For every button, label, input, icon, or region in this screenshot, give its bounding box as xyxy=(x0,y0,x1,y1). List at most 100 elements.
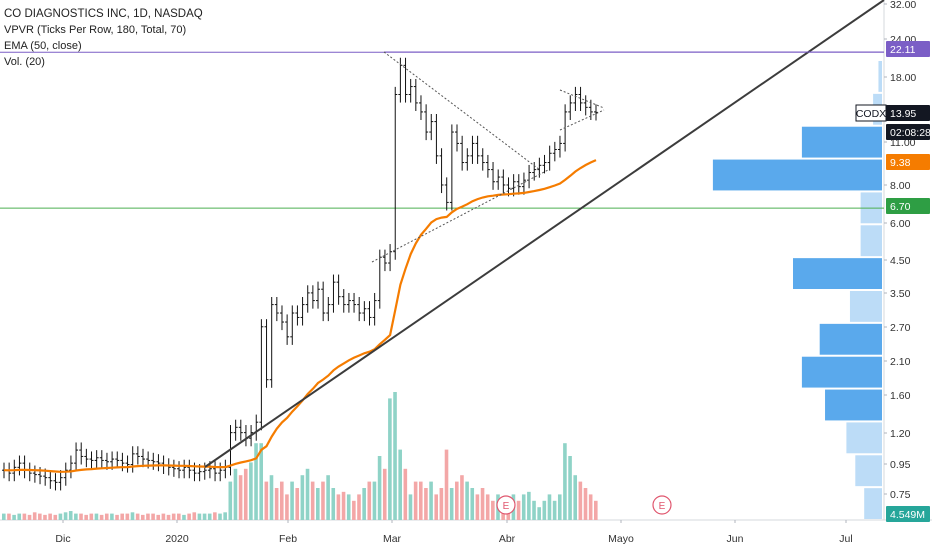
triangle-line xyxy=(559,89,605,109)
volume-bar xyxy=(362,488,366,520)
y-tick-label: 2.10 xyxy=(890,356,911,368)
volume-bar xyxy=(573,475,578,520)
volume-bar xyxy=(563,443,567,520)
volume-profile-bar xyxy=(819,323,882,355)
earnings-marker xyxy=(652,495,672,515)
volume-bar xyxy=(594,500,598,520)
price-label: 02:08:28 xyxy=(890,127,931,139)
earnings-marker xyxy=(496,495,516,515)
x-tick-label: Abr xyxy=(499,533,516,545)
volume-bar xyxy=(17,513,22,520)
legend-ema[interactable]: EMA (50, close) xyxy=(4,40,82,52)
volume-bar xyxy=(413,481,418,520)
volume-bar xyxy=(27,514,32,520)
volume-bar xyxy=(295,488,300,520)
legend-vol[interactable]: Vol. (20) xyxy=(4,56,45,68)
volume-bar xyxy=(393,392,397,520)
volume-bar xyxy=(269,475,274,520)
volume-bar xyxy=(583,488,588,520)
x-tick-label: Mar xyxy=(383,533,402,545)
volume-bar xyxy=(233,468,238,520)
y-tick-label: 0.95 xyxy=(890,459,911,471)
x-tick-label: Feb xyxy=(279,533,297,545)
volume-bar xyxy=(94,513,99,520)
price-label: 4.549M xyxy=(890,509,925,521)
volume-bar xyxy=(104,513,109,520)
volume-bar xyxy=(84,514,88,520)
price-label-box xyxy=(886,41,930,57)
price-label-box xyxy=(886,124,930,140)
volume-bar xyxy=(43,514,47,520)
volume-bar xyxy=(537,507,541,520)
y-tick-label: 1.20 xyxy=(890,428,911,440)
volume-bar xyxy=(532,500,536,520)
price-label: 6.70 xyxy=(890,201,911,213)
volume-bar xyxy=(557,494,562,520)
volume-bar xyxy=(12,514,16,520)
volume-bar xyxy=(192,512,197,520)
y-tick-label: 0.75 xyxy=(890,489,911,501)
volume-bar xyxy=(444,449,449,520)
dotted-trendline xyxy=(371,169,549,263)
volume-bar xyxy=(279,481,284,520)
volume-bar xyxy=(465,481,469,520)
volume-bar xyxy=(161,513,166,520)
volume-bar xyxy=(197,513,202,520)
volume-bar xyxy=(285,494,289,520)
volume-bar xyxy=(418,481,423,520)
symbol-label: CODX xyxy=(856,108,886,120)
volume-profile-bar xyxy=(801,126,882,158)
volume-bar xyxy=(547,494,552,520)
volume-profile-bar xyxy=(878,61,882,92)
x-tick-label: Jul xyxy=(839,533,852,545)
volume-bar xyxy=(527,491,531,520)
volume-bar xyxy=(336,494,341,520)
volume-bar xyxy=(300,475,305,520)
volume-profile-bar xyxy=(864,488,882,519)
volume-bar xyxy=(274,488,279,520)
x-tick-label: 2020 xyxy=(165,533,189,545)
earnings-marker-label: E xyxy=(659,501,666,512)
y-tick-label: 4.50 xyxy=(890,255,911,267)
legend-title: CO DIAGNOSTICS INC, 1D, NASDAQ xyxy=(4,8,203,20)
volume-bar xyxy=(542,500,547,520)
volume-bar xyxy=(346,494,351,520)
dotted-trendline xyxy=(383,51,541,171)
volume-bar xyxy=(58,513,63,520)
volume-profile-bar xyxy=(825,389,882,421)
volume-profile-bar xyxy=(712,159,882,191)
volume-bar xyxy=(521,494,526,520)
volume-bar xyxy=(243,468,248,520)
volume-profile-bar xyxy=(860,225,882,257)
volume-bar xyxy=(290,481,294,520)
volume-bar xyxy=(316,488,320,520)
volume-bar xyxy=(32,512,37,520)
volume-profile-bar xyxy=(855,455,882,487)
volume-bar xyxy=(207,513,212,520)
volume-bar xyxy=(321,481,325,520)
volume-bar xyxy=(223,512,227,520)
price-label-box xyxy=(886,154,930,170)
volume-profile-bar xyxy=(849,291,882,322)
volume-bar xyxy=(439,488,444,520)
x-tick-label: Dic xyxy=(55,533,70,545)
volume-bar xyxy=(228,481,233,520)
price-label-box xyxy=(886,506,930,522)
y-tick-label: 8.00 xyxy=(890,180,911,192)
legend-vpvr[interactable]: VPVR (Ticks Per Row, 180, Total, 70) xyxy=(4,24,187,36)
x-tick-label: Mayo xyxy=(608,533,634,545)
volume-bar xyxy=(110,513,114,520)
volume-bar xyxy=(357,494,361,520)
volume-bar xyxy=(151,513,155,520)
y-tick-label: 6.00 xyxy=(890,218,911,230)
volume-bar xyxy=(182,514,186,520)
volume-bar xyxy=(63,512,68,520)
volume-bar xyxy=(310,481,315,520)
y-tick-label: 2.70 xyxy=(890,322,911,334)
volume-bar xyxy=(171,513,176,520)
y-tick-label: 3.50 xyxy=(890,288,911,300)
volume-profile-bar xyxy=(846,422,882,454)
volume-bar xyxy=(552,500,557,520)
volume-bar xyxy=(372,481,377,520)
